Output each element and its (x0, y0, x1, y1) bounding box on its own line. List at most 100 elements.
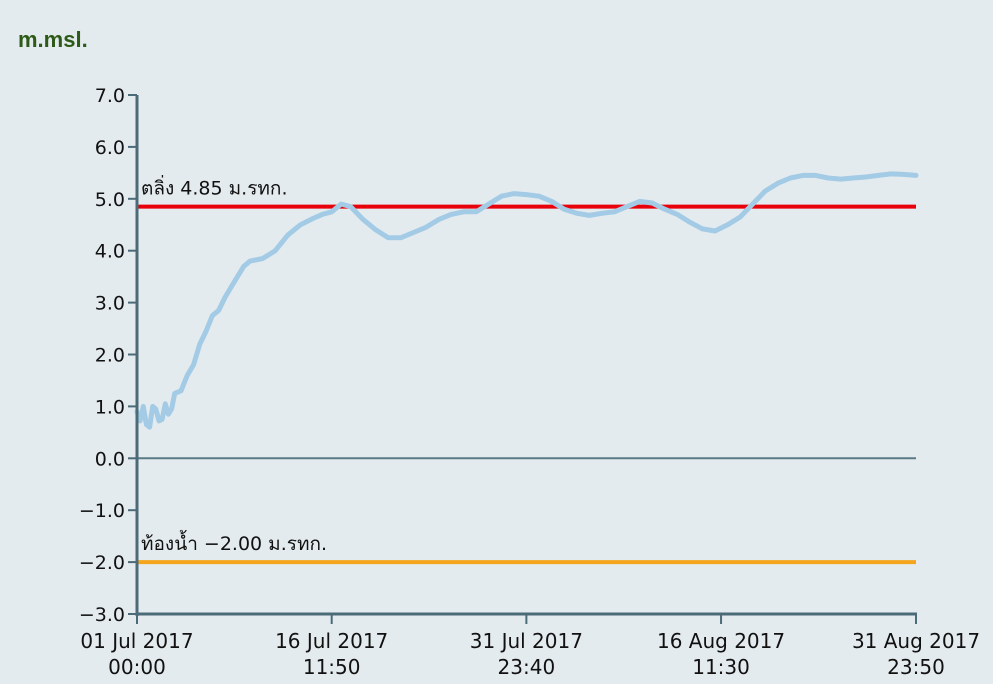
data-point-0-74 (864, 175, 868, 179)
data-point-0-69 (801, 173, 805, 177)
y-tick-label-3: 4.0 (95, 241, 125, 263)
data-point-0-38 (412, 231, 415, 234)
data-point-0-1 (138, 419, 142, 423)
data-point-0-60 (688, 220, 692, 224)
data-point-0-33 (349, 205, 353, 209)
unit-label: m.msl. (18, 27, 88, 52)
data-point-0-56 (638, 199, 642, 203)
y-tick-label-1: 6.0 (95, 137, 125, 159)
data-point-0-7 (157, 419, 161, 423)
data-point-0-34 (361, 218, 365, 222)
data-point-0-75 (876, 173, 880, 177)
data-point-0-26 (273, 249, 277, 253)
y-tick-label-10: −3.0 (79, 604, 125, 626)
data-point-0-71 (826, 176, 830, 180)
data-point-0-11 (170, 407, 174, 411)
data-point-0-24 (248, 259, 252, 263)
axes: 7.0 6.0 5.0 4.0 3.0 2.0 1.0 0.0 −1.0 −2.0 −3.0 01 J… (79, 85, 980, 679)
x-tick-date-1: 16 Jul 2017 (275, 629, 388, 653)
data-point-0-9 (163, 402, 167, 406)
data-point-0-76 (889, 172, 893, 176)
data-point-0-18 (210, 314, 214, 318)
data-point-0-15 (192, 363, 195, 367)
reference-label-2: ท้องน้ำ −2.00 ม.รทก. (141, 530, 327, 555)
data-point-0-52 (587, 213, 591, 217)
y-tick-label-6: 1.0 (95, 396, 125, 418)
data-point-0-49 (550, 199, 554, 203)
data-point-0-51 (575, 211, 579, 215)
data-point-0-48 (537, 194, 541, 198)
data-point-0-10 (166, 412, 170, 416)
data-point-0-8 (160, 417, 164, 421)
data-point-0-32 (339, 202, 343, 206)
data-point-0-46 (512, 192, 516, 196)
x-tick-date-0: 01 Jul 2017 (80, 629, 193, 653)
x-tick-time-0: 00:00 (108, 655, 166, 679)
data-point-0-6 (154, 407, 158, 411)
data-point-0-5 (151, 404, 155, 408)
data-point-0-62 (713, 229, 717, 233)
series-layer (134, 171, 919, 430)
data-point-0-3 (144, 423, 148, 427)
data-point-0-16 (198, 342, 202, 346)
y-tick-label-5: 2.0 (95, 345, 125, 367)
data-point-0-4 (148, 425, 152, 429)
reference-labels: ตลิ่ง 4.85 ม.รทก. ท้องน้ำ −2.00 ม.รทก. (141, 175, 327, 556)
data-point-0-19 (217, 308, 221, 312)
data-point-0-70 (814, 173, 818, 177)
data-point-0-35 (374, 228, 378, 232)
data-point-0-50 (562, 207, 566, 211)
data-point-0-39 (424, 225, 428, 229)
data-point-0-43 (474, 210, 478, 214)
x-tick-time-2: 23:40 (498, 655, 556, 679)
x-tick-date-3: 16 Aug 2017 (657, 629, 785, 653)
data-point-0-14 (185, 373, 189, 377)
data-point-0-44 (487, 202, 491, 206)
data-point-0-31 (330, 210, 334, 214)
data-point-0-45 (499, 194, 503, 198)
x-tick-time-1: 11:50 (303, 655, 361, 679)
x-tick-date-2: 31 Jul 2017 (470, 629, 583, 653)
data-point-0-47 (525, 193, 528, 197)
data-point-0-77 (902, 172, 905, 176)
data-point-0-53 (600, 211, 604, 215)
data-point-0-68 (788, 176, 792, 180)
data-point-0-37 (399, 236, 403, 240)
data-point-0-55 (625, 205, 629, 209)
y-tick-label-4: 3.0 (95, 293, 125, 315)
y-tick-label-2: 5.0 (95, 189, 125, 211)
data-point-0-61 (701, 227, 704, 231)
data-point-0-25 (261, 257, 265, 260)
data-point-0-27 (286, 233, 290, 237)
data-point-0-78 (914, 173, 918, 177)
data-point-0-73 (851, 176, 855, 180)
data-point-0-59 (675, 212, 679, 216)
y-tick-label-7: 0.0 (95, 448, 125, 470)
data-point-0-21 (229, 285, 233, 289)
data-point-0-29 (311, 217, 315, 220)
data-point-0-65 (751, 202, 755, 206)
data-point-0-72 (839, 177, 843, 181)
data-point-0-30 (320, 212, 324, 216)
data-point-0-23 (242, 264, 246, 268)
reference-lines (137, 204, 916, 565)
data-point-0-13 (179, 389, 183, 393)
data-point-0-28 (298, 223, 302, 227)
data-point-0-67 (776, 181, 780, 185)
x-tick-date-4: 31 Aug 2017 (852, 629, 980, 653)
data-point-0-40 (437, 218, 441, 222)
data-point-0-17 (204, 329, 208, 333)
reference-label-0: ตลิ่ง 4.85 ม.รทก. (141, 175, 287, 200)
y-tick-label-9: −2.0 (79, 552, 125, 574)
x-tick-time-4: 23:50 (887, 655, 945, 679)
data-point-0-58 (663, 207, 667, 211)
data-point-0-12 (173, 391, 177, 395)
series-line-0 (134, 171, 919, 430)
data-point-0-64 (738, 215, 742, 219)
data-point-0-2 (141, 404, 145, 408)
data-point-0-42 (462, 210, 466, 214)
data-point-0-36 (386, 236, 390, 240)
data-point-0-22 (236, 275, 239, 279)
